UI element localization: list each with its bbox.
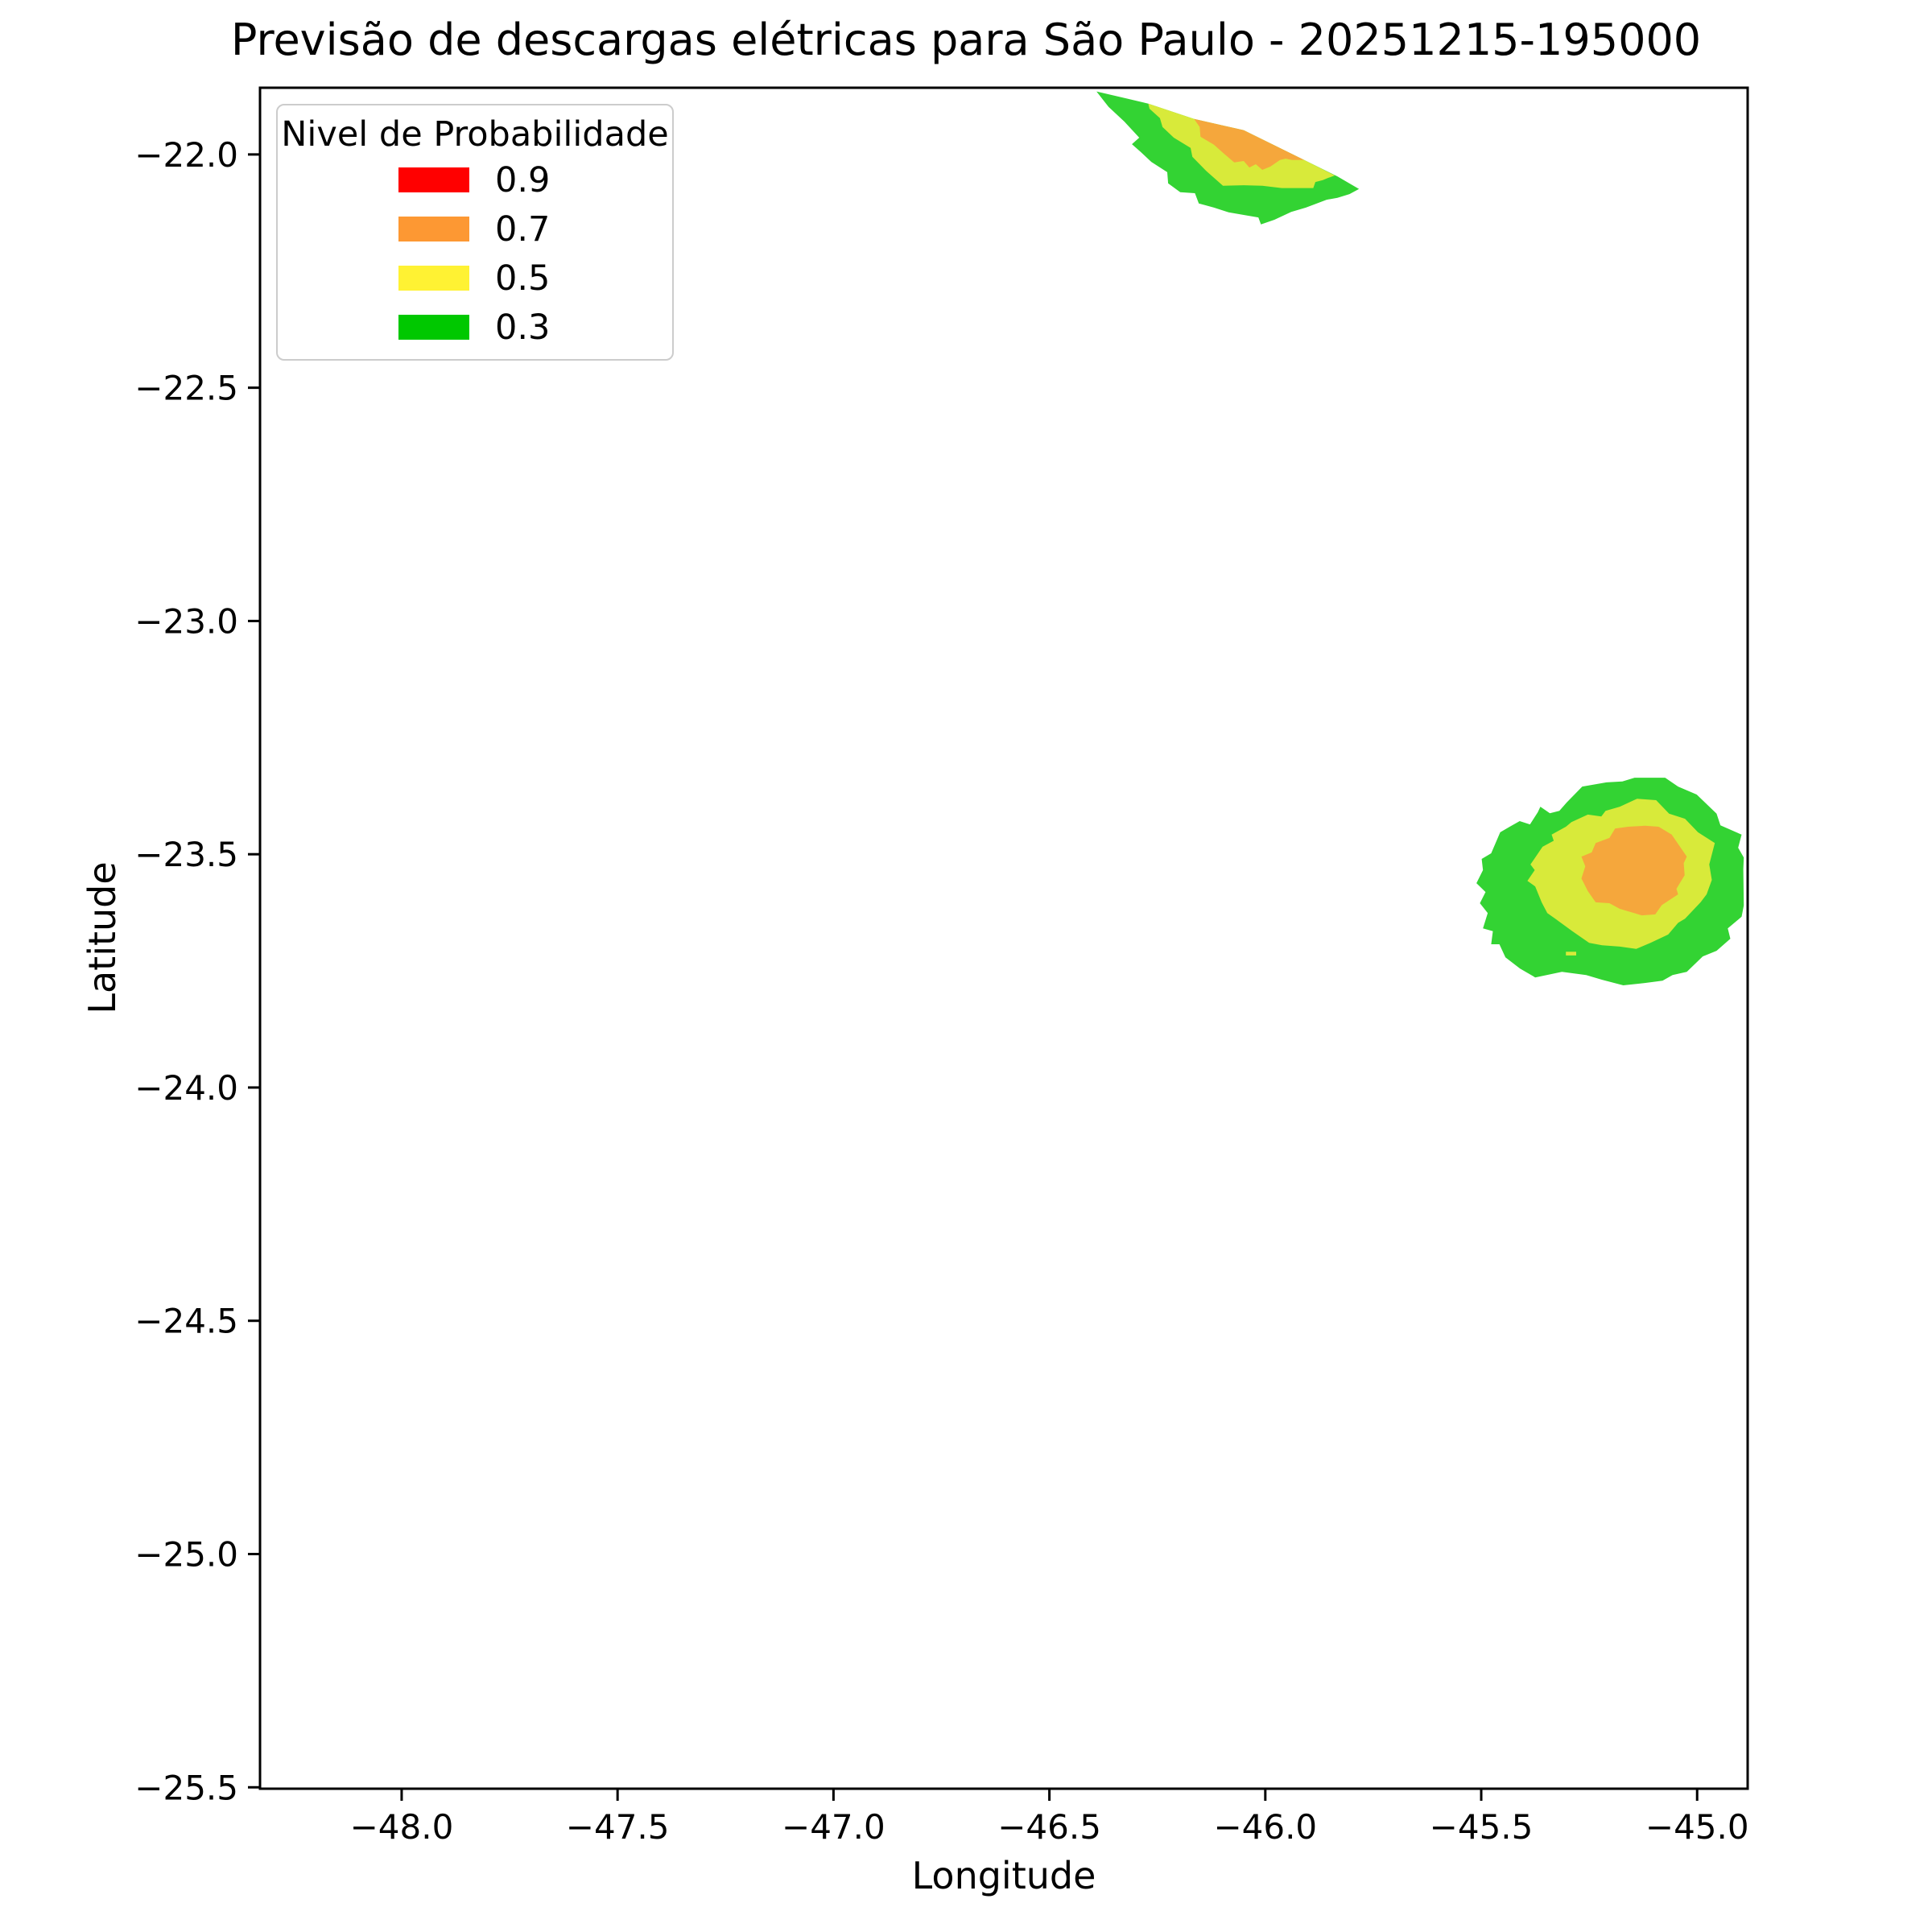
- x-axis-label: Longitude: [911, 1854, 1096, 1897]
- legend-title: Nivel de Probabilidade: [281, 114, 669, 155]
- legend-swatch-0.5: [398, 266, 469, 291]
- y-axis-label: Latitude: [80, 861, 124, 1014]
- y-tick-label: −22.5: [134, 369, 238, 408]
- y-tick-label: −23.5: [134, 835, 238, 874]
- legend-swatch-0.3: [398, 315, 469, 340]
- x-tick-label: −47.0: [782, 1807, 886, 1847]
- contour-region-southeast-cell-p0.7: [1581, 825, 1687, 916]
- x-tick-label: −45.0: [1645, 1807, 1749, 1847]
- chart-title: Previsão de descargas elétricas para São…: [230, 14, 1702, 65]
- y-tick-label: −23.0: [134, 601, 238, 641]
- legend-entry-0.7: 0.7: [398, 204, 551, 254]
- y-tick-label: −25.0: [134, 1534, 238, 1574]
- contour-region-north-cell-p0.7: [1194, 118, 1305, 170]
- x-tick-label: −46.0: [1213, 1807, 1317, 1847]
- y-tick-label: −24.5: [134, 1302, 238, 1341]
- legend-label: 0.7: [495, 208, 551, 250]
- legend-box: Nivel de Probabilidade 0.9 0.7 0.5 0.3: [276, 104, 674, 361]
- x-tick-label: −45.5: [1430, 1807, 1534, 1847]
- legend-label: 0.9: [495, 159, 551, 200]
- legend-entry-0.9: 0.9: [398, 155, 551, 204]
- x-tick-label: −47.5: [566, 1807, 670, 1847]
- legend-entry-0.5: 0.5: [398, 254, 551, 303]
- y-tick-label: −25.5: [134, 1768, 238, 1807]
- x-tick-label: −46.5: [997, 1807, 1101, 1847]
- x-tick-label: −48.0: [350, 1807, 454, 1847]
- legend-swatch-0.9: [398, 167, 469, 192]
- legend-label: 0.5: [495, 258, 551, 299]
- y-tick-label: −24.0: [134, 1068, 238, 1108]
- legend-entry-0.3: 0.3: [398, 303, 551, 352]
- y-tick-label: −22.0: [134, 135, 238, 175]
- contour-region-southeast-fleck-p0.5: [1566, 952, 1576, 956]
- legend-swatch-0.7: [398, 217, 469, 242]
- legend-label: 0.3: [495, 307, 551, 348]
- axes-frame: [258, 86, 1749, 1790]
